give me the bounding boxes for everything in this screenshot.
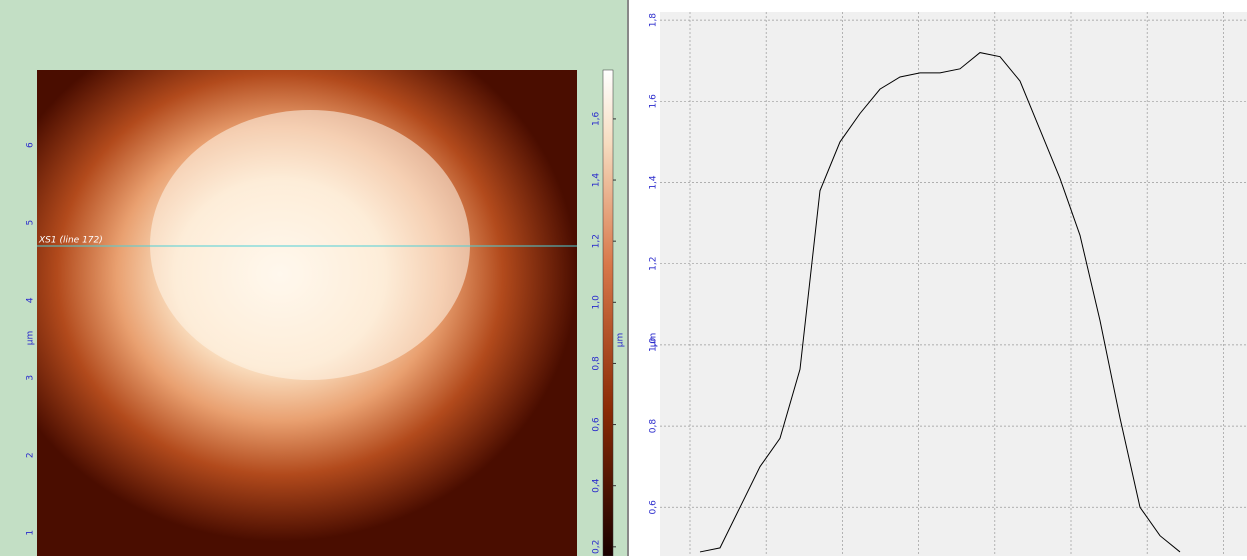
colorbar-tick-label: 1,6 [592,111,602,126]
colorbar-tick-label: 0,8 [592,356,602,371]
colorbar-tick-label: 1,2 [592,234,602,248]
y-tick-label: 0,6 [649,500,659,515]
colorbar-tick-label: 0,2 [592,540,602,554]
y-tick-label: 6 [26,142,36,148]
y-tick-label: 1,0 [649,337,659,352]
y-tick-label: 1,6 [649,94,659,109]
colorbar-tick-label: 0,6 [592,417,602,432]
y-tick-label: 1 [26,530,36,536]
y-tick-label: 2 [26,452,36,458]
y-tick-label: 0,8 [649,419,659,434]
colorbar [603,70,613,556]
y-tick-label: 1,4 [649,175,659,190]
screen: XS1 (line 172) µm µm µm 1234560,20,40,60… [0,0,1247,556]
y-tick-label: 1,8 [649,13,659,28]
cross-section-label: XS1 (line 172) [38,236,103,246]
y-tick-label: 4 [26,297,36,303]
y-tick-label: 5 [26,220,36,226]
colorbar-label: µm [616,333,626,348]
colorbar-tick-label: 0,4 [592,478,602,493]
profile-plot [660,12,1247,556]
y-tick-label: 1,2 [649,257,659,271]
y-axis-label: µm [26,331,36,346]
y-tick-label: 3 [26,375,36,381]
colorbar-tick-label: 1,0 [592,295,602,310]
height-map-peak [150,110,470,380]
colorbar-tick-label: 1,4 [592,173,602,188]
